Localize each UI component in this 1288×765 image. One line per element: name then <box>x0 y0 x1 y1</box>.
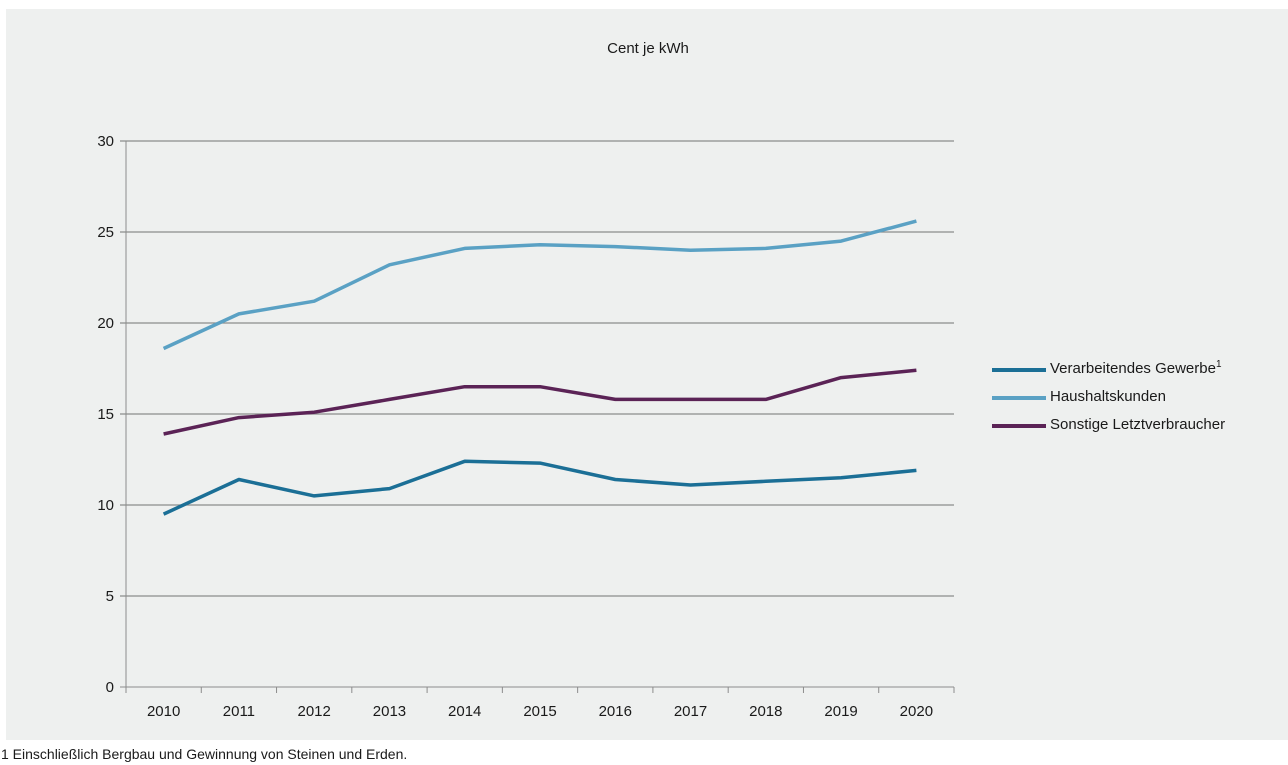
x-tick-label: 2020 <box>900 703 933 720</box>
legend-item-verarbeitendes-gewerbe: Verarbeitendes Gewerbe1 <box>992 359 1225 387</box>
series-line-verarbeitendes-gewerbe <box>162 459 917 516</box>
legend-label: Sonstige Letztverbraucher <box>1050 416 1226 433</box>
footnote: 1 Einschließlich Bergbau und Gewinnung v… <box>1 746 408 762</box>
x-tick-label: 2017 <box>674 703 707 720</box>
x-tick-label: 2011 <box>223 703 255 720</box>
series-line-haushaltskunden <box>162 219 917 351</box>
y-tick-label: 0 <box>106 679 114 696</box>
x-tick-label: 2014 <box>448 703 481 720</box>
line-chart: Cent je kWh 0 5 10 15 20 25 30 2010 2011 2012 2013… <box>97 40 955 720</box>
y-tick-label: 10 <box>97 497 114 514</box>
series-line-sonstige-letztverbraucher <box>163 368 917 436</box>
x-tick-label: 2015 <box>523 703 556 720</box>
legend-superscript: 1 <box>1215 359 1222 370</box>
legend: Verarbeitendes Gewerbe1 Haushaltskunden … <box>992 359 1225 443</box>
y-tick-label: 5 <box>106 588 114 605</box>
x-tick-label: 2018 <box>749 703 782 720</box>
chart-panel: Cent je kWh 0 5 10 15 20 25 30 2010 2011 2012 2013… <box>6 9 1288 740</box>
legend-swatch-verarbeitendes-gewerbe <box>992 368 1046 372</box>
x-tick-label: 2012 <box>297 703 330 720</box>
legend-item-haushaltskunden: Haushaltskunden <box>992 387 1225 415</box>
legend-label: Haushaltskunden <box>1050 388 1166 405</box>
legend-label: Verarbeitendes Gewerbe <box>1050 360 1216 377</box>
y-tick-label: 25 <box>97 224 114 241</box>
y-tick-label: 30 <box>97 133 114 150</box>
y-tick-label: 20 <box>97 315 114 332</box>
legend-swatch-sonstige-letztverbraucher <box>992 424 1046 428</box>
y-tick-label: 15 <box>97 406 114 423</box>
x-tick-label: 2019 <box>824 703 857 720</box>
legend-swatch-haushaltskunden <box>992 396 1046 400</box>
legend-item-sonstige-letztverbraucher: Sonstige Letztverbraucher <box>992 415 1225 443</box>
x-tick-label: 2016 <box>599 703 632 720</box>
chart-title: Cent je kWh <box>607 40 689 57</box>
x-tick-label: 2010 <box>147 703 180 720</box>
x-tick-label: 2013 <box>373 703 406 720</box>
